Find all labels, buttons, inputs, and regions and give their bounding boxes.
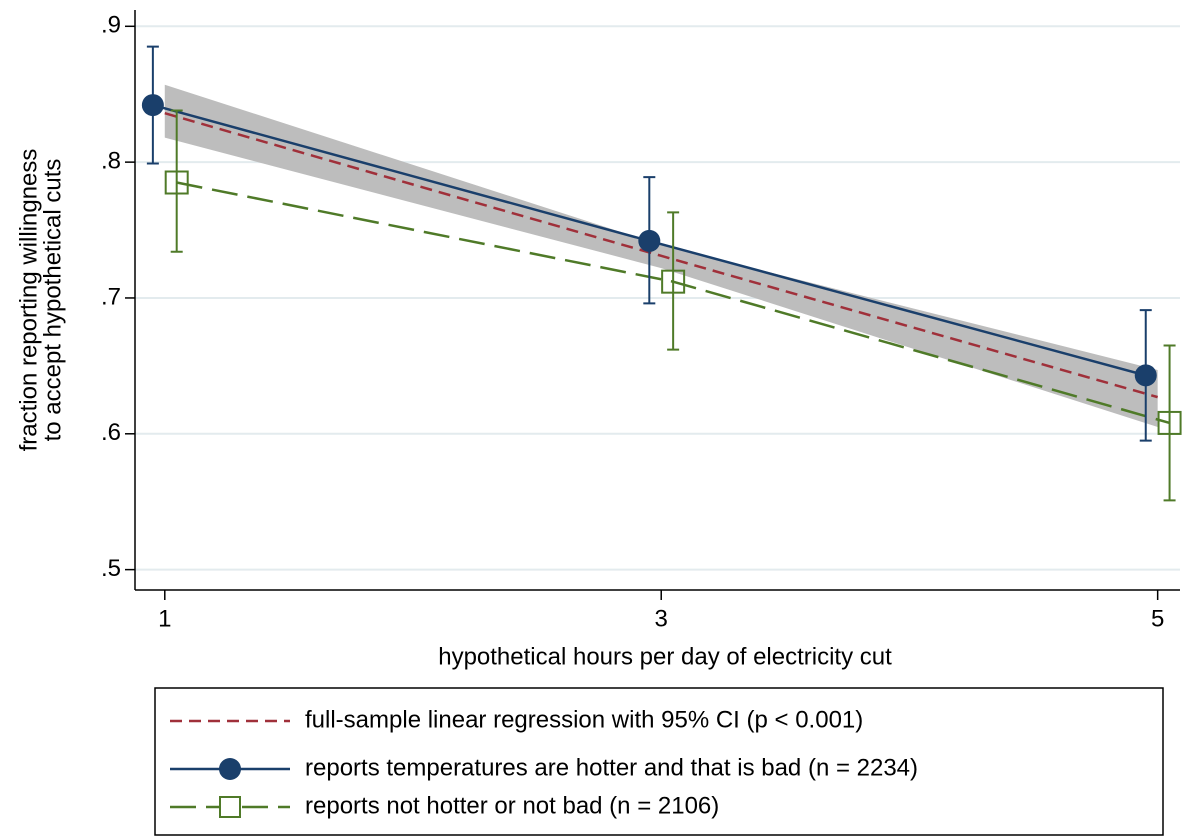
- error-bar: [170, 109, 183, 253]
- y-tick-label: .6: [101, 419, 121, 446]
- y-tick-label: .5: [101, 555, 121, 582]
- error-bar: [1163, 344, 1176, 502]
- regression-line: [164, 112, 1159, 399]
- error-bar: [667, 211, 680, 351]
- y-axis-label-line: fraction reporting willingness: [15, 149, 42, 452]
- point: [638, 229, 661, 252]
- y-tick-label: .7: [101, 283, 121, 310]
- legend-box: [154, 687, 1164, 836]
- x-tick-label: 3: [655, 605, 668, 632]
- y-tick-label: .8: [101, 147, 121, 174]
- legend-label: reports temperatures are hotter and that…: [305, 754, 918, 781]
- legend-label: full-sample linear regression with 95% C…: [305, 706, 863, 733]
- point: [141, 94, 164, 117]
- y-tick-label: .9: [101, 12, 121, 39]
- legend-label: reports not hotter or not bad (n = 2106): [305, 792, 719, 819]
- x-tick-label: 5: [1151, 605, 1164, 632]
- y-axis-label-line: to accept hypothetical cuts: [39, 159, 66, 442]
- legend-marker: [219, 758, 241, 780]
- x-tick-label: 1: [158, 605, 171, 632]
- point: [1157, 410, 1182, 435]
- point: [164, 170, 189, 195]
- point: [1134, 364, 1157, 387]
- y-axis-label: fraction reporting willingness to accept…: [15, 149, 66, 452]
- point: [661, 269, 686, 294]
- x-axis-label: hypothetical hours per day of electricit…: [438, 643, 892, 670]
- legend-marker: [219, 796, 241, 818]
